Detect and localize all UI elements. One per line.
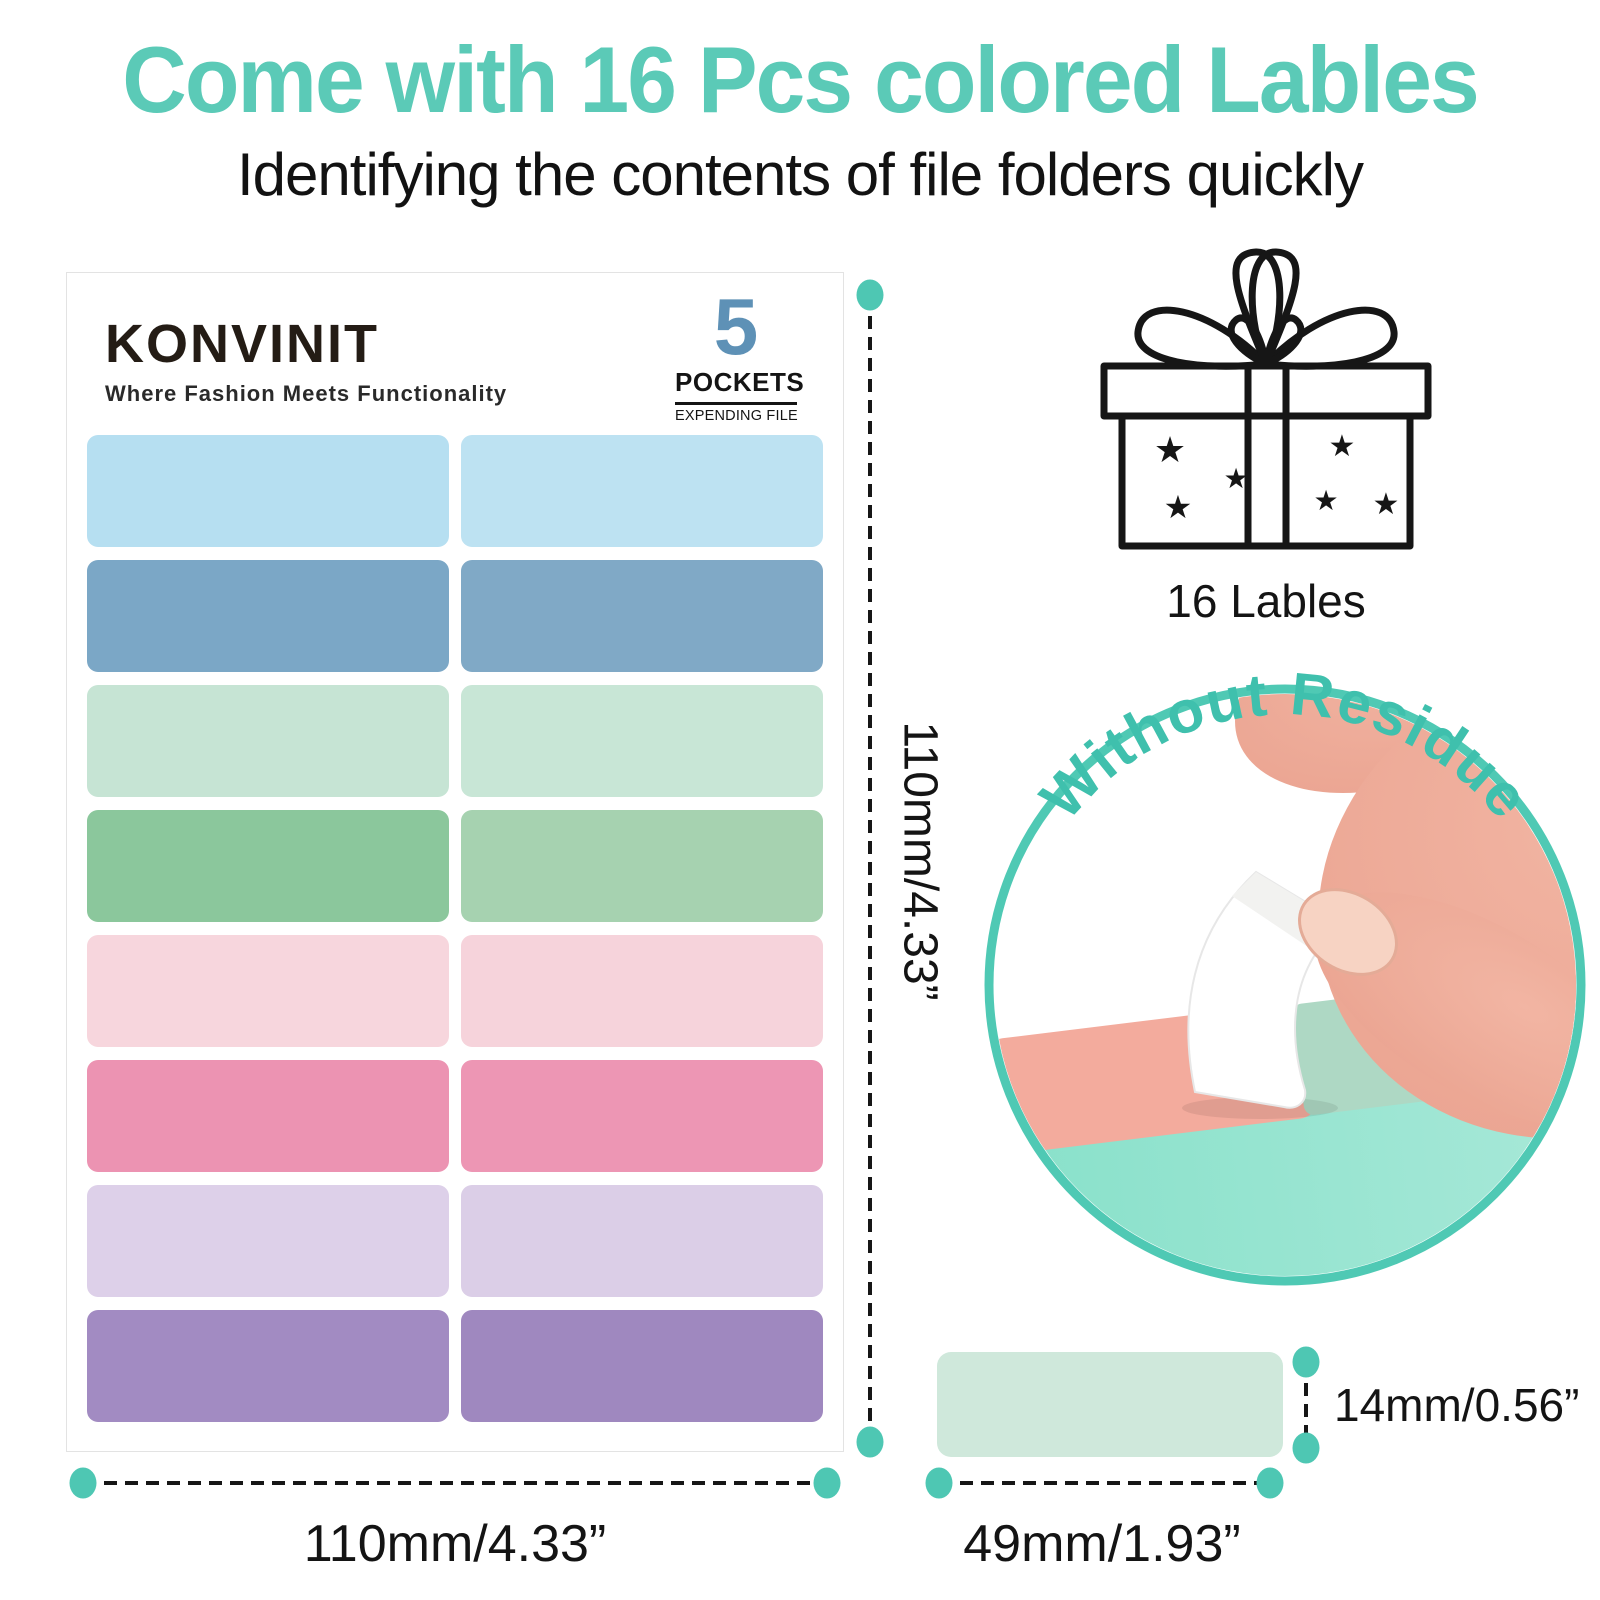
mini-label-swatch xyxy=(937,1352,1283,1457)
gift-lid xyxy=(1100,362,1432,420)
pocket-label: POCKETS xyxy=(675,367,804,405)
label-swatch-green-left xyxy=(87,810,449,922)
dim-line-label-width xyxy=(939,1481,1270,1485)
label-swatch-pale-pink-right xyxy=(461,935,823,1047)
dim-dot xyxy=(1292,1346,1320,1378)
star-icon: ★ xyxy=(1329,429,1356,464)
brand-name: KONVINIT xyxy=(105,314,380,374)
dim-line-sheet-height xyxy=(868,295,872,1442)
label-swatch-lavender-right xyxy=(461,1185,823,1297)
label-swatch-purple-left xyxy=(87,1310,449,1422)
label-swatch-green-right xyxy=(461,810,823,922)
dim-dot xyxy=(1256,1467,1284,1499)
gift-icon: ★ ★ ★ ★ ★ ★ xyxy=(1100,248,1432,550)
gift-body xyxy=(1118,412,1414,550)
dim-label-width: 49mm/1.93” xyxy=(963,1515,1241,1573)
page-subtitle: Identifying the contents of file folders… xyxy=(237,141,1364,208)
bow-loop xyxy=(1248,248,1300,368)
label-swatch-light-blue-left xyxy=(87,435,449,547)
label-swatch-pale-mint-left xyxy=(87,685,449,797)
label-swatch-pale-pink-left xyxy=(87,935,449,1047)
dim-label-sheet-height: 110mm/4.33” xyxy=(893,721,947,1001)
star-icon: ★ xyxy=(1154,430,1186,471)
label-swatch-steel-blue-right xyxy=(461,560,823,672)
pockets-block: 5 POCKETS EXPENDING FILE xyxy=(675,282,804,424)
star-icon: ★ xyxy=(1373,487,1400,522)
bow-loop xyxy=(1227,314,1270,368)
dim-dot xyxy=(856,279,884,311)
label-grid xyxy=(87,435,823,1422)
dim-dot xyxy=(925,1467,953,1499)
label-swatch-steel-blue-left xyxy=(87,560,449,672)
dim-label-sheet-width: 110mm/4.33” xyxy=(303,1515,607,1573)
label-swatch-purple-right xyxy=(461,1310,823,1422)
pocket-sublabel: EXPENDING FILE xyxy=(675,408,798,424)
dim-dot xyxy=(1292,1432,1320,1464)
thumb-nail xyxy=(1298,888,1398,976)
dim-line-sheet-width xyxy=(83,1481,827,1485)
star-icon: ★ xyxy=(1313,484,1338,517)
residue-badge: Without Residue xyxy=(984,660,1586,1286)
label-swatch-lavender-left xyxy=(87,1185,449,1297)
label-sheet-card: KONVINIT Where Fashion Meets Functionali… xyxy=(66,272,844,1452)
page-title: Come with 16 Pcs colored Lables xyxy=(122,27,1479,132)
bow-loop xyxy=(1262,314,1305,368)
badge-ring xyxy=(984,684,1586,1286)
label-swatch-pale-mint-right xyxy=(461,685,823,797)
brand-tagline: Where Fashion Meets Functionality xyxy=(105,381,508,406)
dim-dot xyxy=(813,1467,841,1499)
dim-line-label-height xyxy=(1304,1362,1308,1448)
pocket-count: 5 xyxy=(713,282,759,371)
bow-loop xyxy=(1232,248,1284,368)
dim-label-height: 14mm/0.56” xyxy=(1334,1379,1580,1431)
gift-caption: 16 Lables xyxy=(1166,575,1366,627)
star-icon: ★ xyxy=(1164,488,1193,526)
dim-dot xyxy=(69,1467,97,1499)
dim-dot xyxy=(856,1426,884,1458)
label-swatch-pink-left xyxy=(87,1060,449,1172)
star-icon: ★ xyxy=(1223,462,1248,495)
label-swatch-pink-right xyxy=(461,1060,823,1172)
label-swatch-light-blue-right xyxy=(461,435,823,547)
brand-block: KONVINIT Where Fashion Meets Functionali… xyxy=(105,313,507,407)
